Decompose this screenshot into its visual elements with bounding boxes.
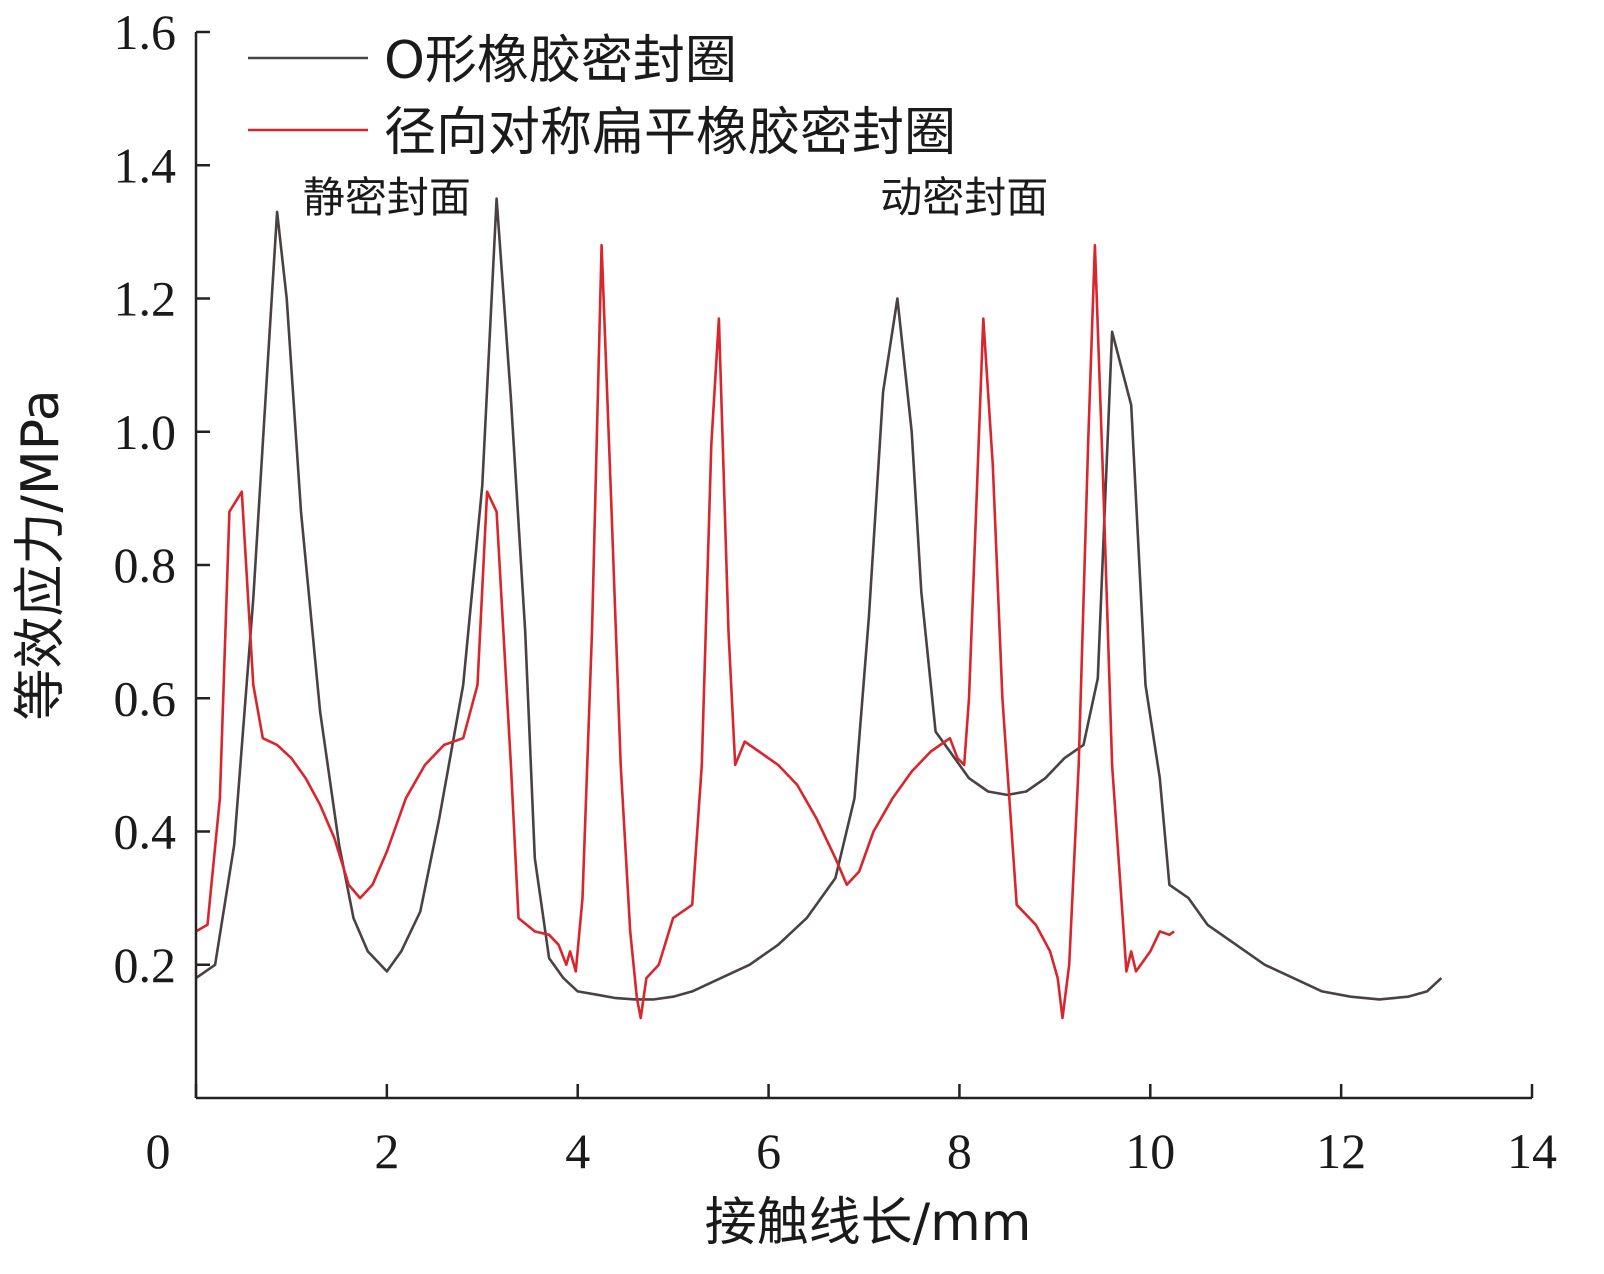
x-tick-label: 0: [146, 1123, 171, 1179]
x-axis-title: 接触线长/mm: [705, 1193, 1032, 1253]
y-tick-label: 0.4: [114, 804, 177, 860]
series-layer: [195, 197, 1443, 1020]
annotation-0: 静密封面: [303, 173, 471, 222]
x-tick-label: 6: [756, 1123, 781, 1179]
y-tick-label: 0.8: [114, 537, 177, 593]
y-tick-label: 0.2: [114, 937, 177, 993]
legend-label-1: 径向对称扁平橡胶密封圈: [384, 103, 956, 163]
series-line-0: [195, 197, 1443, 1001]
series-line-1: [195, 243, 1175, 1020]
y-tick-label: 1.0: [114, 404, 177, 460]
x-tick-label: 12: [1316, 1123, 1366, 1179]
y-tick-label: 0.6: [114, 670, 177, 726]
x-tick-label: 2: [374, 1123, 399, 1179]
tick-labels: 0 2 4 6 8 10 12 14 0.2 0.4 0.6 0.8 1.0 1.2 1.4 1.6: [114, 4, 1558, 1179]
y-axis-title: 等效应力/MPa: [11, 389, 71, 720]
x-tick-label: 10: [1125, 1123, 1175, 1179]
x-tick-label: 4: [565, 1123, 590, 1179]
y-tick-label: 1.4: [114, 137, 177, 193]
x-tick-label: 8: [947, 1123, 972, 1179]
axes: [194, 30, 1534, 1100]
y-tick-label: 1.6: [114, 4, 177, 60]
legend-label-0: O形橡胶密封圈: [384, 31, 737, 91]
y-tick-label: 1.2: [114, 271, 177, 327]
annotations: 静密封面 动密封面: [303, 173, 1048, 222]
annotation-1: 动密封面: [880, 173, 1048, 222]
x-tick-label: 14: [1507, 1123, 1557, 1179]
